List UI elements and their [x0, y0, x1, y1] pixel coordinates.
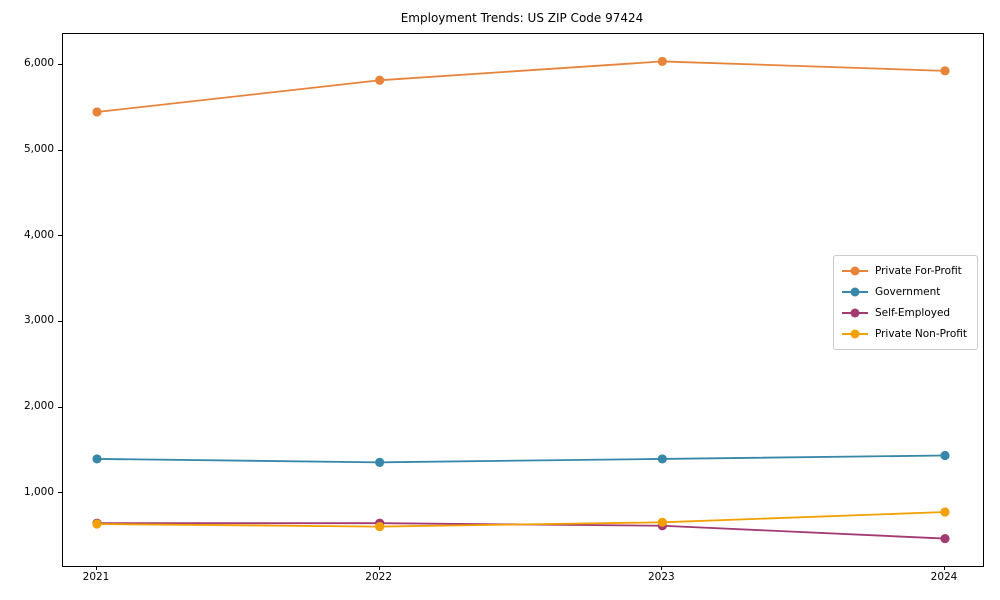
- legend-line-swatch: [841, 329, 868, 339]
- y-tick-mark: [58, 406, 62, 408]
- data-point: [657, 517, 667, 527]
- data-point: [92, 107, 102, 117]
- legend-marker-icon: [850, 266, 860, 276]
- legend-marker-icon: [850, 287, 860, 297]
- legend-item: Government: [841, 284, 967, 300]
- series-line-government: [96, 454, 946, 464]
- chart-title: Employment Trends: US ZIP Code 97424: [400, 11, 644, 25]
- legend-line-swatch: [841, 287, 868, 297]
- legend-item: Private For-Profit: [841, 263, 967, 279]
- y-tick-mark: [58, 63, 62, 65]
- x-tick-mark: [96, 566, 97, 570]
- legend-label: Private For-Profit: [874, 265, 962, 277]
- x-tick-label: 2024: [930, 571, 958, 583]
- data-point: [940, 533, 950, 544]
- y-tick-mark: [58, 149, 62, 151]
- x-tick-mark: [378, 566, 380, 570]
- x-tick-mark: [944, 566, 945, 570]
- legend-line-swatch: [841, 308, 868, 318]
- data-point: [375, 457, 385, 467]
- y-tick-label: 3,000: [23, 314, 54, 327]
- x-tick-label: 2023: [647, 571, 675, 583]
- legend-label: Government: [874, 286, 941, 298]
- data-point: [92, 454, 102, 464]
- y-tick-label: 2,000: [23, 400, 54, 412]
- y-tick-label: 1,000: [23, 485, 54, 498]
- series-line-private-for-profit: [96, 60, 946, 113]
- y-tick-label: 6,000: [23, 57, 54, 70]
- series-line-private-non-profit: [96, 511, 946, 528]
- y-tick-mark: [58, 492, 62, 494]
- legend-item: Self-Employed: [841, 305, 967, 321]
- data-point: [940, 66, 950, 76]
- x-tick-label: 2022: [365, 571, 393, 583]
- plot-svg: [92, 56, 950, 544]
- data-point: [375, 75, 385, 85]
- plot-area: Private For-Profit Government Self-Employe…: [62, 33, 984, 567]
- data-point: [940, 450, 950, 461]
- legend-line-swatch: [841, 266, 868, 276]
- legend-label: Self-Employed: [874, 307, 951, 319]
- data-point: [657, 56, 667, 67]
- data-point: [940, 507, 950, 517]
- y-tick-label: 4,000: [23, 228, 54, 241]
- legend-item: Private Non-Profit: [841, 326, 967, 342]
- legend-label: Private Non-Profit: [874, 328, 967, 340]
- x-tick-mark: [661, 566, 663, 570]
- legend: Private For-Profit Government Self-Employe…: [832, 255, 978, 350]
- data-point: [657, 454, 667, 464]
- data-point: [375, 521, 385, 532]
- y-tick-label: 5,000: [23, 143, 54, 155]
- x-tick-label: 2021: [82, 571, 110, 583]
- y-tick-mark: [58, 235, 62, 237]
- legend-marker-icon: [850, 308, 860, 318]
- legend-marker-icon: [850, 329, 860, 339]
- y-tick-mark: [58, 320, 62, 322]
- data-point: [92, 519, 102, 529]
